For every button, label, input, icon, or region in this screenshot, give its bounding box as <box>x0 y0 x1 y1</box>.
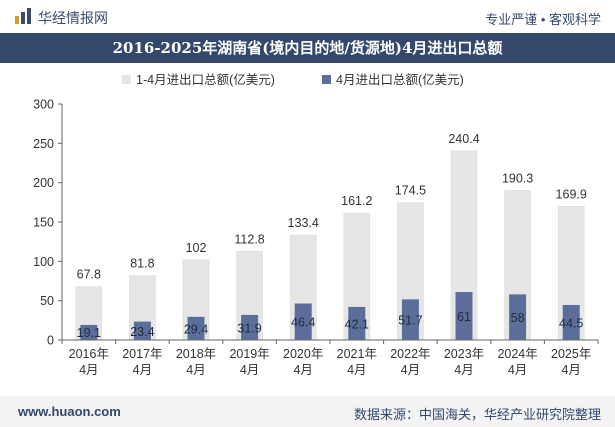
bars <box>75 150 585 341</box>
y-tick-label: 150 <box>33 216 54 230</box>
x-tick-label: 2025年 4月 <box>551 347 591 377</box>
bar-april <box>401 299 419 340</box>
x-tick-label-line: 2024年 <box>497 347 537 361</box>
data-label-total: 112.8 <box>234 232 264 246</box>
bar-april <box>455 292 473 340</box>
data-label-april: 51.7 <box>398 314 422 328</box>
y-tick-label: 250 <box>33 137 54 151</box>
y-tick-label: 50 <box>40 294 54 308</box>
y-tick-label: 0 <box>47 334 54 348</box>
x-tick-label-line: 2019年 <box>229 347 269 361</box>
x-tick-label-line: 2016年 <box>69 347 109 361</box>
x-tick-label: 2017年 4月 <box>122 347 162 377</box>
bar-april <box>133 321 151 340</box>
data-label-april: 31.9 <box>237 321 261 335</box>
title-bar: 2016-2025年湖南省(境内目的地/货源地)4月进出口总额 <box>0 33 615 63</box>
brand-name: 华经情报网 <box>38 10 108 26</box>
data-label-april: 42.1 <box>345 317 369 331</box>
legend-swatch-1 <box>322 75 331 84</box>
bar-april <box>348 306 366 340</box>
bar-april <box>294 303 312 340</box>
data-label-april: 44.5 <box>559 316 583 330</box>
x-tick-label-line: 2023年 <box>444 347 484 361</box>
value-labels: 67.8 19.1 81.8 23.4 102 29.4 112.8 31.9 133.4 46.… <box>77 132 587 340</box>
data-label-april: 46.4 <box>291 316 315 330</box>
top-bar: 华经情报网 专业严谨 • 客观科学 <box>0 0 615 33</box>
slogan: 专业严谨 • 客观科学 <box>485 12 601 27</box>
x-tick-label-line: 2017年 <box>122 347 162 361</box>
x-tick-label: 2016年 4月 <box>69 347 109 377</box>
data-label-april: 58 <box>511 311 525 325</box>
data-label-total: 102 <box>186 241 207 255</box>
data-label-april: 23.4 <box>130 325 154 339</box>
bar-april <box>562 304 580 340</box>
x-tick-label-line: 4月 <box>454 363 473 377</box>
bar-april <box>241 314 259 340</box>
chart-title: 2016-2025年湖南省(境内目的地/货源地)4月进出口总额 <box>112 39 503 57</box>
bar-chart-logo-icon <box>15 8 31 24</box>
x-tick-label-line: 4月 <box>240 363 259 377</box>
x-tick-label-line: 2020年 <box>283 347 323 361</box>
y-tick-label: 300 <box>33 98 54 112</box>
data-label-total: 169.9 <box>556 187 587 201</box>
footer: www.huaon.com 数据来源：中国海关，华经产业研究院整理 <box>0 396 615 427</box>
legend-swatch-0 <box>122 75 131 84</box>
data-label-total: 174.5 <box>395 184 426 198</box>
x-tick-label-line: 4月 <box>347 363 366 377</box>
x-tick-label-line: 2025年 <box>551 347 591 361</box>
legend-label-0: 1-4月进出口总额(亿美元) <box>136 72 275 87</box>
x-tick-label-line: 2018年 <box>176 347 216 361</box>
x-tick-label: 2018年 4月 <box>176 347 216 377</box>
data-label-total: 67.8 <box>77 268 101 282</box>
x-tick-label-line: 4月 <box>133 363 152 377</box>
x-tick-label-line: 4月 <box>293 363 312 377</box>
footer-website-link[interactable]: www.huaon.com <box>18 404 121 419</box>
bar-april <box>187 316 205 340</box>
chart: 1-4月进出口总额(亿美元) 4月进出口总额(亿美元) 0 50 100 150 200 2… <box>33 72 599 377</box>
bar-april <box>80 324 98 340</box>
data-label-total: 133.4 <box>288 216 319 230</box>
bar-april <box>509 294 527 340</box>
x-tick-label: 2023年 4月 <box>444 347 484 377</box>
x-tick-label-line: 4月 <box>79 363 98 377</box>
footer-source: 数据来源：中国海关，华经产业研究院整理 <box>353 407 601 422</box>
data-label-total: 240.4 <box>448 132 479 146</box>
x-tick-label: 2021年 4月 <box>337 347 377 377</box>
data-label-total: 81.8 <box>130 257 154 271</box>
x-tick-label-line: 4月 <box>186 363 205 377</box>
x-tick-label-line: 4月 <box>508 363 527 377</box>
x-tick-label-line: 2021年 <box>337 347 377 361</box>
x-tick-label-line: 4月 <box>401 363 420 377</box>
y-tick-label: 200 <box>33 176 54 190</box>
data-label-april: 61 <box>457 310 471 324</box>
data-label-total: 161.2 <box>341 194 372 208</box>
x-tick-label: 2022年 4月 <box>390 347 430 377</box>
legend: 1-4月进出口总额(亿美元) 4月进出口总额(亿美元) <box>122 72 464 87</box>
legend-label-1: 4月进出口总额(亿美元) <box>336 72 464 87</box>
x-tick-label-line: 2022年 <box>390 347 430 361</box>
x-tick-label-line: 4月 <box>561 363 580 377</box>
y-axis: 0 50 100 150 200 250 300 <box>33 98 63 348</box>
data-label-april: 19.1 <box>77 326 101 340</box>
data-label-total: 190.3 <box>502 171 533 185</box>
x-tick-label: 2019年 4月 <box>229 347 269 377</box>
x-tick-label: 2020年 4月 <box>283 347 323 377</box>
x-tick-label: 2024年 4月 <box>497 347 537 377</box>
y-tick-label: 100 <box>33 255 54 269</box>
data-label-april: 29.4 <box>184 322 208 336</box>
